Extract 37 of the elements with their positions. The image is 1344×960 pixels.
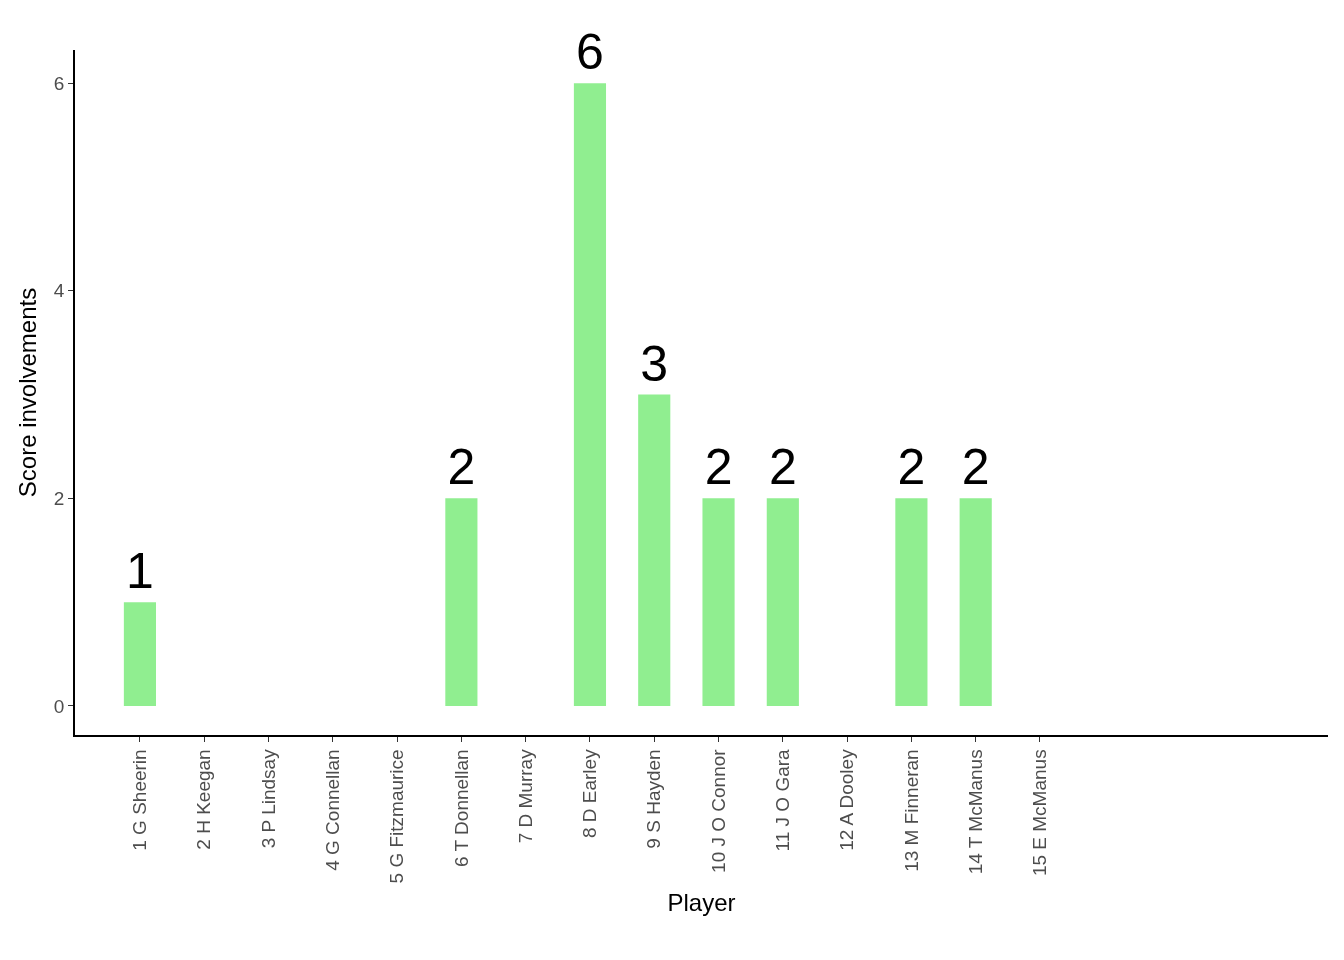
bar: [123, 602, 156, 706]
data-label: 2: [447, 439, 476, 496]
x-tick-label: 13 M Finneran: [900, 749, 922, 872]
data-label: 1: [126, 543, 154, 600]
x-tick-label: 6 T Donnellan: [450, 749, 472, 867]
bar: [702, 498, 735, 706]
x-tick-label: 8 D Earley: [579, 748, 601, 839]
x-tick-label: 3 P Lindsay: [257, 748, 279, 849]
bar: [959, 498, 992, 706]
x-tick-label: 12 A Dooley: [836, 748, 858, 851]
data-label: 6: [576, 24, 604, 81]
y-axis-title: Score involvements: [14, 287, 42, 498]
x-tick-label: 1 G Sheerin: [129, 749, 151, 851]
x-tick-label: 2 H Keegan: [193, 749, 215, 850]
x-tick-label: 4 G Connellan: [321, 749, 343, 871]
x-tick-label: 5 G Fitzmaurice: [386, 749, 408, 884]
x-tick-label: 7 D Murray: [514, 748, 536, 844]
data-label: 2: [897, 439, 926, 496]
data-label: 2: [704, 439, 733, 496]
data-label: 3: [640, 335, 669, 392]
x-axis-title: Player: [667, 889, 736, 917]
data-label: 2: [768, 439, 797, 496]
bar: [445, 498, 478, 706]
y-tick-label: 4: [53, 280, 65, 302]
bar: [895, 498, 928, 706]
bar: [766, 498, 799, 706]
x-tick-label: 14 T McManus: [964, 749, 986, 875]
y-tick-label: 0: [53, 695, 65, 717]
x-tick-label: 15 E McManus: [1029, 749, 1051, 877]
bar: [573, 83, 607, 706]
data-label: 2: [961, 439, 990, 496]
x-tick-label: 10 J O Connor: [707, 748, 729, 873]
x-tick-label: 9 S Hayden: [643, 749, 665, 849]
x-tick-label: 11 J O Gara: [772, 748, 794, 852]
y-tick-label: 2: [53, 488, 65, 510]
bar: [638, 394, 671, 706]
y-tick-label: 6: [53, 72, 65, 94]
